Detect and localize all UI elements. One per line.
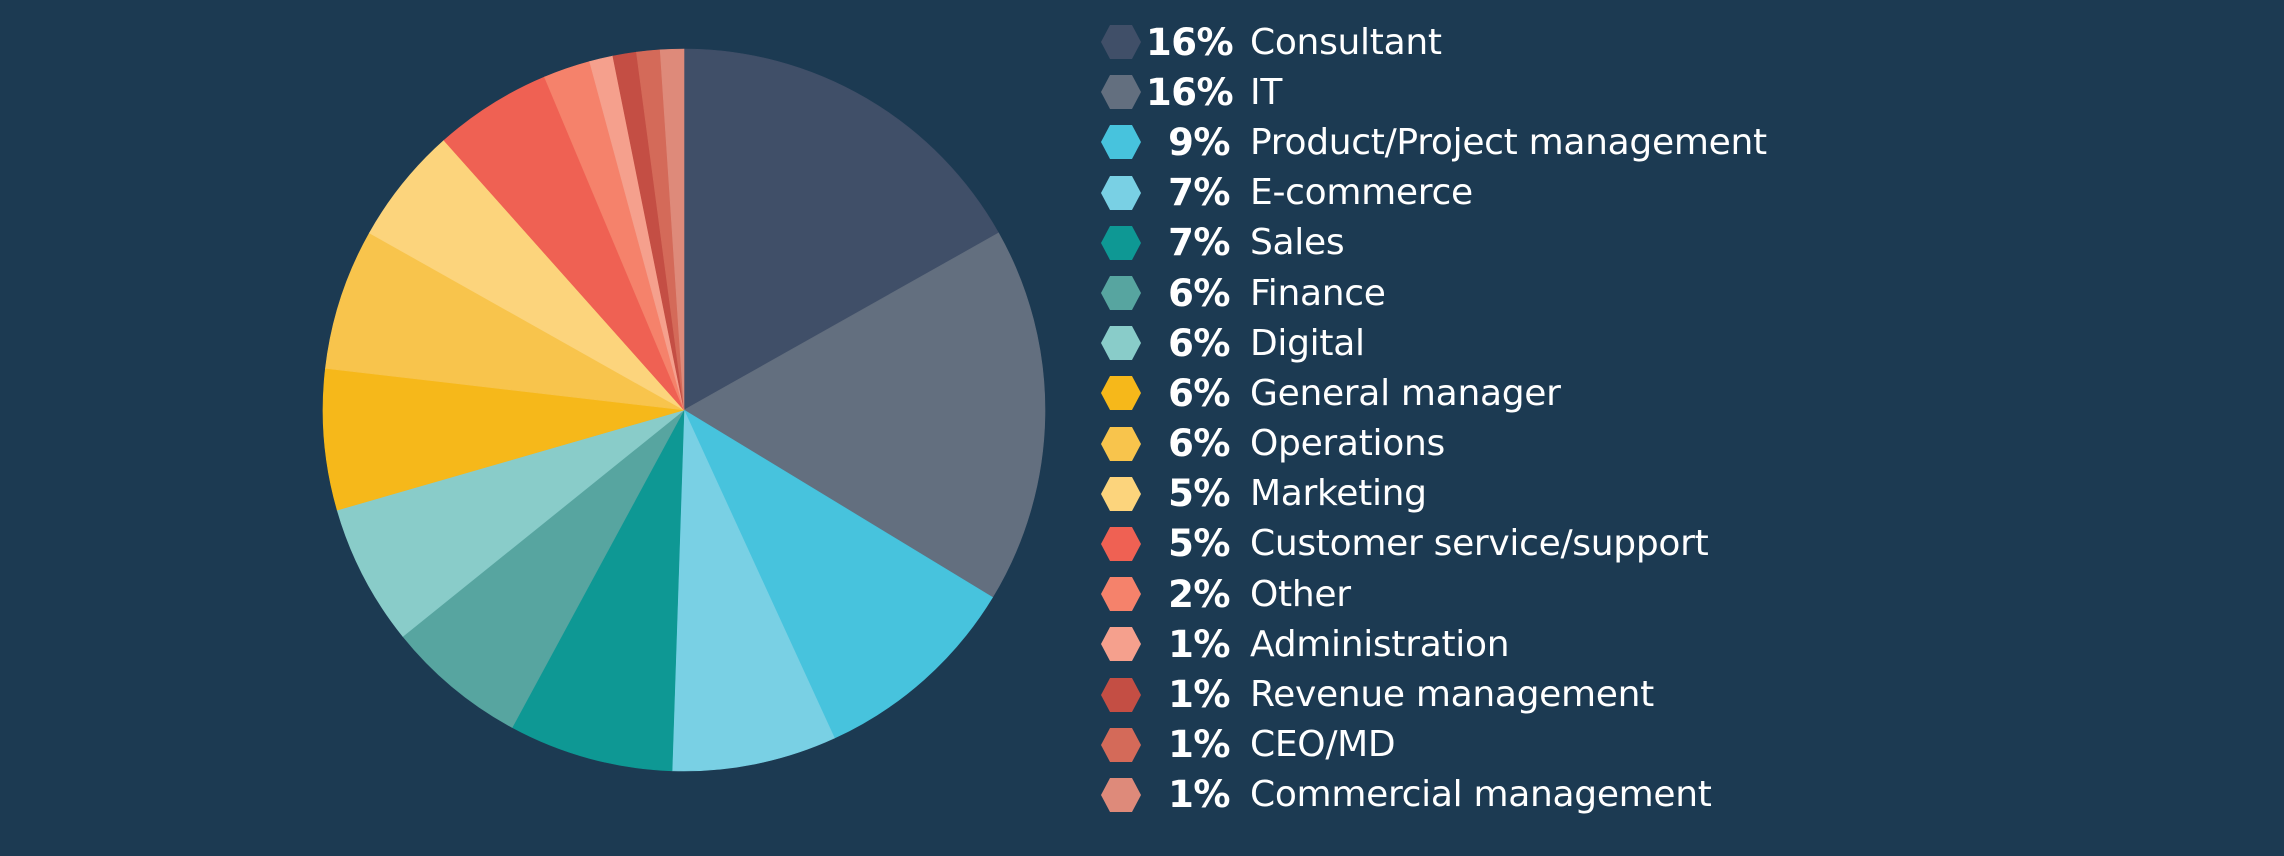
hexagon-marker-icon — [1100, 225, 1142, 261]
hexagon-marker-icon — [1100, 74, 1142, 110]
pie-slice-3 — [671, 409, 835, 772]
legend-label: Digital — [1250, 322, 1365, 364]
legend-value: 16% — [1146, 70, 1234, 114]
legend-label: Marketing — [1250, 473, 1427, 515]
legend-item: 1% CEO/MD — [1100, 720, 1767, 770]
hexagon-marker-icon — [1100, 777, 1142, 813]
legend-item: 6% General manager — [1100, 368, 1767, 418]
legend-item: 1% Administration — [1100, 619, 1767, 669]
legend-label: Product/Project management — [1250, 121, 1767, 163]
hexagon-marker-icon — [1100, 626, 1142, 662]
pie-slice-7 — [322, 367, 685, 511]
legend-label: IT — [1250, 71, 1283, 113]
legend-value: 6% — [1168, 422, 1230, 466]
hexagon-marker-icon — [1100, 526, 1142, 562]
legend-value: 6% — [1168, 271, 1230, 315]
pie-slice-8 — [325, 232, 685, 411]
legend-item: 16% Consultant — [1100, 17, 1767, 67]
legend-item: 16% IT — [1100, 67, 1767, 117]
legend-label: E-commerce — [1250, 172, 1473, 214]
legend-item: 9% Product/Project management — [1100, 117, 1767, 167]
legend-value: 2% — [1168, 572, 1230, 616]
legend-value: 1% — [1168, 723, 1230, 767]
legend-label: CEO/MD — [1250, 724, 1396, 766]
hexagon-marker-icon — [1100, 727, 1142, 763]
legend-item: 7% Sales — [1100, 218, 1767, 268]
pie-slice-4 — [511, 409, 685, 772]
legend-label: Revenue management — [1250, 674, 1654, 716]
legend-label: Commercial management — [1250, 774, 1712, 816]
legend-item: 2% Other — [1100, 569, 1767, 619]
legend-label: General manager — [1250, 372, 1561, 414]
legend-label: Administration — [1250, 623, 1510, 665]
legend-item: 6% Digital — [1100, 318, 1767, 368]
legend-label: Consultant — [1250, 21, 1442, 63]
hexagon-marker-icon — [1100, 375, 1142, 411]
legend-value: 1% — [1168, 773, 1230, 817]
legend-item: 5% Customer service/support — [1100, 519, 1767, 569]
legend-value: 1% — [1168, 622, 1230, 666]
legend-item: 1% Revenue management — [1100, 669, 1767, 719]
legend-value: 5% — [1168, 522, 1230, 566]
legend-value: 7% — [1168, 171, 1230, 215]
legend-value: 9% — [1168, 120, 1230, 164]
legend-value: 6% — [1168, 371, 1230, 415]
hexagon-marker-icon — [1100, 275, 1142, 311]
hexagon-marker-icon — [1100, 325, 1142, 361]
pie-slice-1 — [683, 232, 1046, 598]
legend-value: 1% — [1168, 673, 1230, 717]
legend-value: 7% — [1168, 221, 1230, 265]
hexagon-marker-icon — [1100, 124, 1142, 160]
legend-value: 16% — [1146, 20, 1234, 64]
legend-item: 5% Marketing — [1100, 469, 1767, 519]
legend-value: 5% — [1168, 472, 1230, 516]
legend-label: Sales — [1250, 222, 1345, 264]
legend-item: 7% E-commerce — [1100, 168, 1767, 218]
pie-slice-2 — [683, 409, 993, 739]
hexagon-marker-icon — [1100, 175, 1142, 211]
legend-item: 1% Commercial management — [1100, 770, 1767, 820]
hexagon-marker-icon — [1100, 677, 1142, 713]
hexagon-marker-icon — [1100, 476, 1142, 512]
pie-chart — [322, 48, 1046, 772]
legend-label: Operations — [1250, 423, 1445, 465]
hexagon-marker-icon — [1100, 426, 1142, 462]
legend: 16% Consultant 16% IT 9% Product/Project mana… — [1100, 17, 1767, 820]
pie-slice-15 — [659, 48, 685, 411]
legend-label: Other — [1250, 573, 1351, 615]
pie-slice-5 — [402, 409, 685, 728]
legend-item: 6% Operations — [1100, 419, 1767, 469]
pie-slice-6 — [336, 409, 685, 637]
legend-label: Customer service/support — [1250, 523, 1709, 565]
legend-value: 6% — [1168, 321, 1230, 365]
legend-label: Finance — [1250, 272, 1386, 314]
hexagon-marker-icon — [1100, 24, 1142, 60]
legend-item: 6% Finance — [1100, 268, 1767, 318]
pie-slice-0 — [683, 48, 1000, 411]
hexagon-marker-icon — [1100, 576, 1142, 612]
